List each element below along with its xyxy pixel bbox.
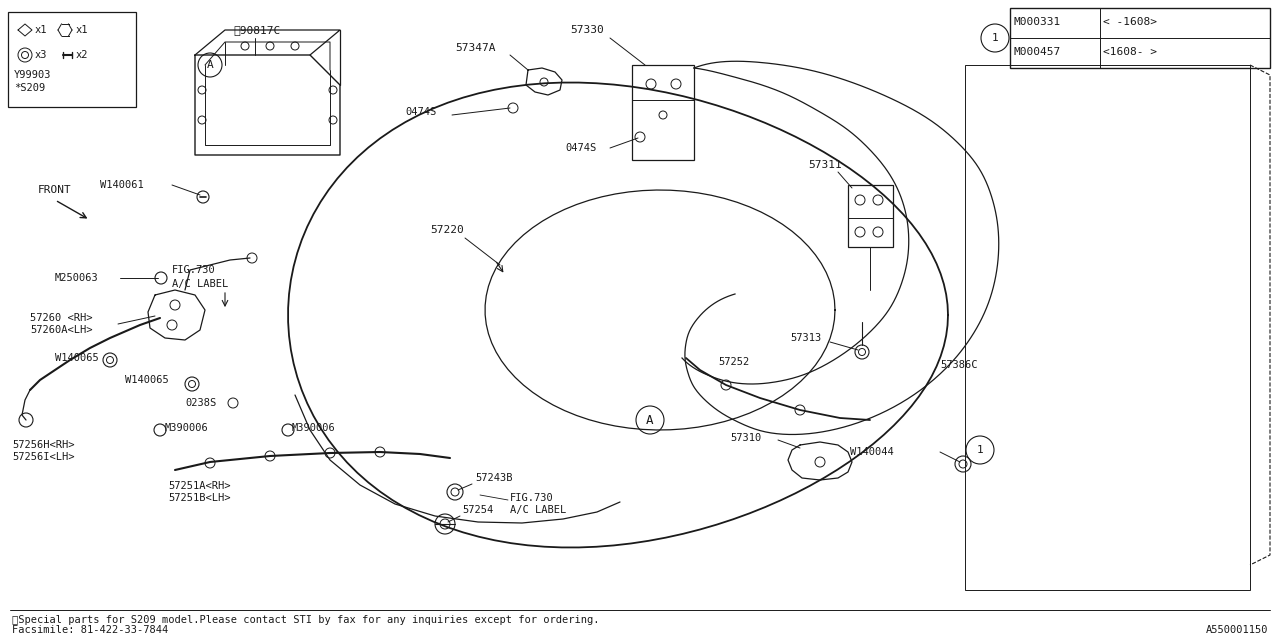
Text: 57251A<RH>: 57251A<RH> — [168, 481, 230, 491]
Text: 57252: 57252 — [718, 357, 749, 367]
Text: 57256H<RH>: 57256H<RH> — [12, 440, 74, 450]
Text: 57386C: 57386C — [940, 360, 978, 370]
Text: 57251B<LH>: 57251B<LH> — [168, 493, 230, 503]
Text: 57313: 57313 — [790, 333, 822, 343]
Text: A550001150: A550001150 — [1206, 625, 1268, 635]
Text: 57220: 57220 — [430, 225, 463, 235]
Bar — [632, 65, 694, 160]
Text: < -1608>: < -1608> — [1103, 17, 1157, 27]
Text: 57311: 57311 — [808, 160, 842, 170]
Bar — [965, 65, 1251, 590]
Text: M390006: M390006 — [292, 423, 335, 433]
Text: 1: 1 — [977, 445, 983, 455]
Text: M250063: M250063 — [55, 273, 99, 283]
Text: A/C LABEL: A/C LABEL — [172, 279, 228, 289]
Text: W140065: W140065 — [125, 375, 169, 385]
Text: x1: x1 — [35, 25, 47, 35]
Text: 57347A: 57347A — [454, 43, 495, 53]
Text: M000331: M000331 — [1012, 17, 1060, 27]
Text: <1608- >: <1608- > — [1103, 47, 1157, 57]
Text: 57256I<LH>: 57256I<LH> — [12, 452, 74, 462]
Text: x3: x3 — [35, 50, 47, 60]
Text: 57260A<LH>: 57260A<LH> — [29, 325, 92, 335]
Text: Facsimile: 81-422-33-7844: Facsimile: 81-422-33-7844 — [12, 625, 168, 635]
Text: 57330: 57330 — [570, 25, 604, 35]
Text: 57310: 57310 — [730, 433, 762, 443]
Text: FIG.730: FIG.730 — [172, 265, 216, 275]
Text: 0474S: 0474S — [404, 107, 436, 117]
Text: W140044: W140044 — [850, 447, 893, 457]
Text: 57243B: 57243B — [475, 473, 512, 483]
Text: W140065: W140065 — [55, 353, 99, 363]
Text: W140061: W140061 — [100, 180, 143, 190]
Text: FIG.730: FIG.730 — [509, 493, 554, 503]
Text: x1: x1 — [76, 25, 88, 35]
Text: *S209: *S209 — [14, 83, 45, 93]
Text: 0238S: 0238S — [186, 398, 216, 408]
Text: A/C LABEL: A/C LABEL — [509, 505, 566, 515]
Bar — [849, 185, 893, 247]
Text: FRONT: FRONT — [38, 185, 72, 195]
Text: 57260 <RH>: 57260 <RH> — [29, 313, 92, 323]
Text: A: A — [206, 60, 214, 70]
Text: A: A — [646, 413, 654, 426]
Text: x2: x2 — [76, 50, 88, 60]
Text: 57254: 57254 — [462, 505, 493, 515]
Bar — [1010, 8, 1270, 68]
Text: 0474S: 0474S — [564, 143, 596, 153]
Bar — [8, 12, 136, 107]
Text: M390006: M390006 — [165, 423, 209, 433]
Text: M000457: M000457 — [1012, 47, 1060, 57]
Text: ※90817C: ※90817C — [233, 25, 280, 35]
Text: 1: 1 — [992, 33, 998, 43]
Text: ※Special parts for S209 model.Please contact STI by fax for any inquiries except: ※Special parts for S209 model.Please con… — [12, 615, 599, 625]
Text: Y99903: Y99903 — [14, 70, 51, 80]
